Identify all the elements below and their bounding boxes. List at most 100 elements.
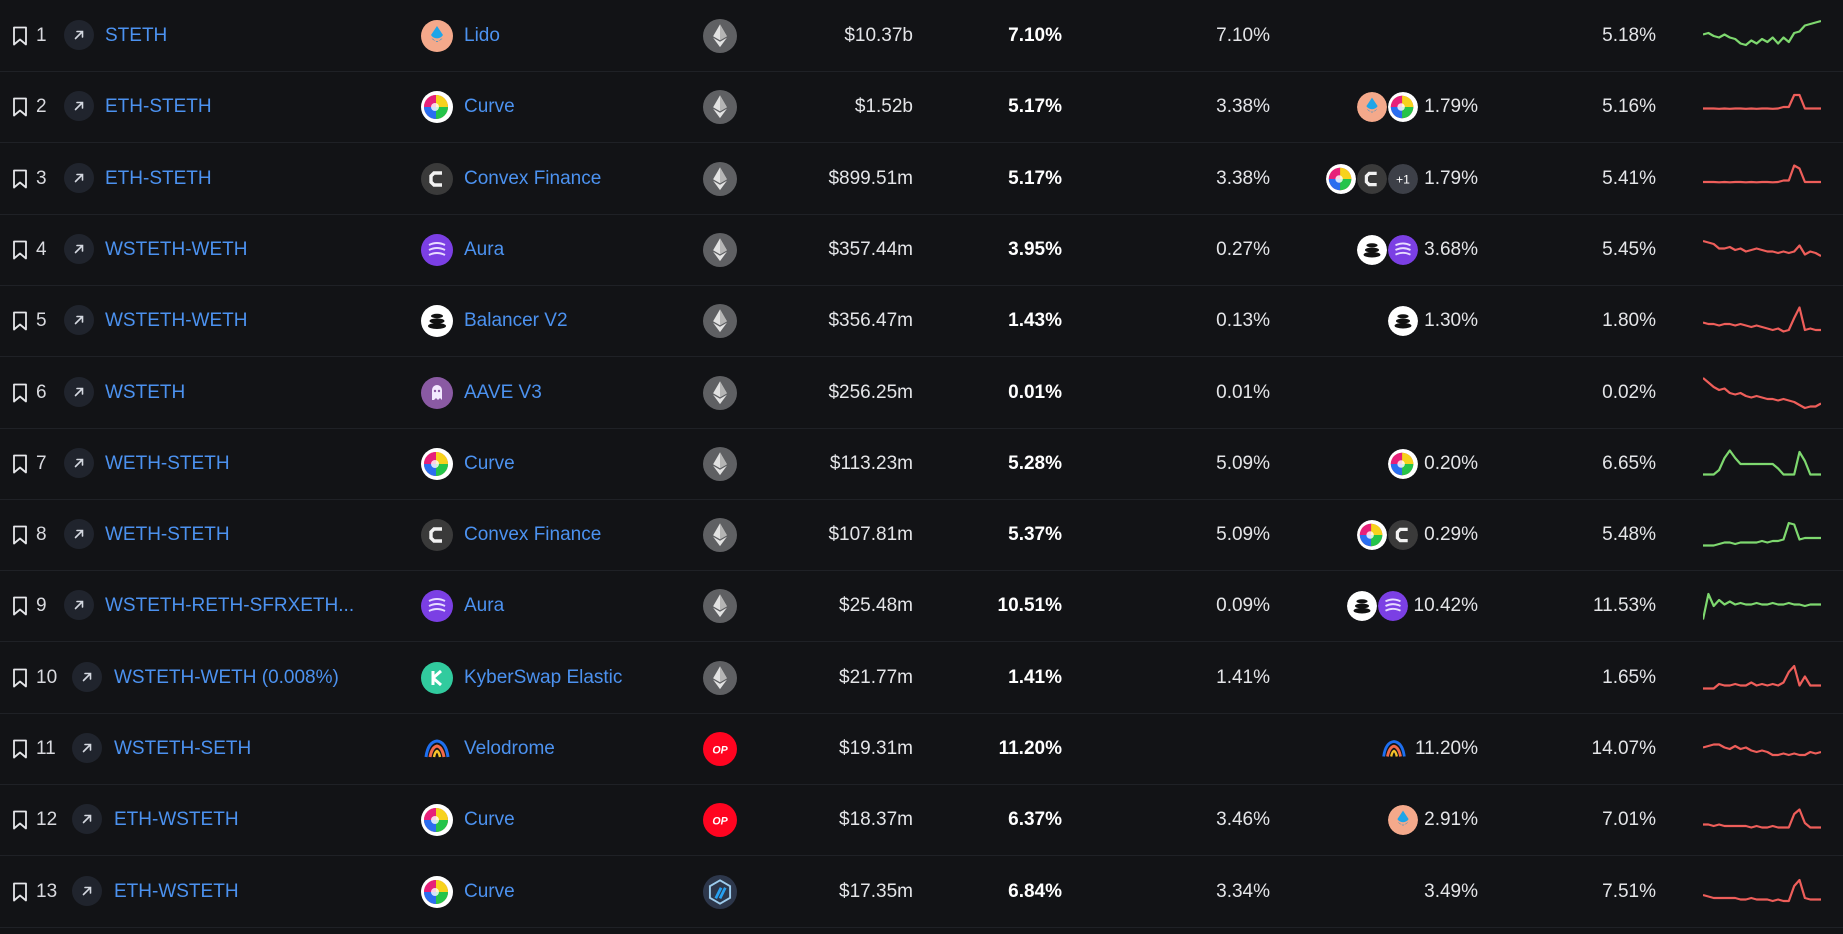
- pool-name-link[interactable]: WSTETH-RETH-SFRXETH...: [105, 594, 355, 616]
- external-link-icon[interactable]: [72, 804, 102, 834]
- base-apy-value: 3.38%: [1216, 95, 1270, 117]
- external-link-icon[interactable]: [64, 448, 94, 478]
- lido-icon: [1388, 804, 1419, 835]
- ethereum-chain-icon: [703, 0, 737, 71]
- table-row: 4 WSTETH-WETH Aura $357.44m 3.95% 0.27% 3.68% 5…: [0, 214, 1843, 286]
- reward-apy-cell: +1 1.79%: [1290, 143, 1478, 214]
- table-row: 11 WSTETH-SETH Velodrome OP $19.31m 11.20% 11.…: [0, 713, 1843, 785]
- apy-trend-sparkline: [1700, 428, 1824, 499]
- project-name-link[interactable]: Curve: [464, 95, 515, 117]
- bookmark-icon[interactable]: [10, 570, 30, 641]
- curve-icon: [1388, 91, 1419, 122]
- svg-text:OP: OP: [712, 815, 728, 827]
- bookmark-icon[interactable]: [10, 214, 30, 285]
- project-name-link[interactable]: Curve: [464, 808, 515, 830]
- external-link-icon[interactable]: [72, 876, 102, 906]
- bookmark-icon[interactable]: [10, 856, 30, 927]
- external-link-icon[interactable]: [64, 234, 94, 264]
- project-name-link[interactable]: Lido: [464, 24, 500, 46]
- project-name-link[interactable]: KyberSwap Elastic: [464, 666, 623, 688]
- curve-icon: [421, 428, 453, 499]
- project-name-link[interactable]: Curve: [464, 880, 515, 902]
- tvl-value: $17.35m: [839, 880, 913, 902]
- table-row: 8 WETH-STETH Convex Finance $107.81m 5.37% 5.…: [0, 499, 1843, 571]
- pool-name-link[interactable]: STETH: [105, 24, 168, 46]
- external-link-icon[interactable]: [64, 519, 94, 549]
- row-rank: 3: [36, 167, 47, 189]
- pool-name-link[interactable]: WSTETH-WETH: [105, 238, 248, 260]
- row-rank: 7: [36, 452, 47, 474]
- apy-value: 1.41%: [1008, 666, 1062, 688]
- svg-text:OP: OP: [712, 744, 728, 756]
- table-row: 13 ETH-WSTETH Curve $17.35m 6.84% 3.34% 3.49% 7…: [0, 856, 1843, 928]
- bookmark-icon[interactable]: [10, 0, 30, 71]
- pool-name-link[interactable]: ETH-STETH: [105, 167, 212, 189]
- pool-cell: ETH-WSTETH: [114, 856, 239, 927]
- reward-apy-value: 10.42%: [1413, 594, 1478, 616]
- pool-cell: STETH: [105, 0, 167, 71]
- base-apy-value: 0.01%: [1216, 381, 1270, 403]
- pool-name-link[interactable]: WETH-STETH: [105, 452, 230, 474]
- bookmark-icon[interactable]: [10, 713, 30, 784]
- project-name-link[interactable]: Convex Finance: [464, 523, 602, 545]
- bookmark-icon[interactable]: [10, 642, 30, 713]
- balancer-icon: [1388, 305, 1419, 336]
- reward-apy-value: 2.91%: [1424, 808, 1478, 830]
- pool-cell: WSTETH-WETH: [105, 214, 247, 285]
- table-row: 6 WSTETH AAVE V3 $256.25m 0.01% 0.01% 0.02%: [0, 357, 1843, 429]
- reward-apy-value: 1.79%: [1424, 95, 1478, 117]
- pool-cell: ETH-WSTETH: [114, 784, 239, 855]
- external-link-icon[interactable]: [72, 662, 102, 692]
- external-link-icon[interactable]: [64, 20, 94, 50]
- bookmark-icon[interactable]: [10, 71, 30, 142]
- project-name-link[interactable]: AAVE V3: [464, 381, 542, 403]
- pool-name-link[interactable]: WSTETH-WETH: [105, 309, 248, 331]
- bookmark-icon[interactable]: [10, 357, 30, 428]
- bookmark-icon[interactable]: [10, 499, 30, 570]
- bookmark-icon[interactable]: [10, 784, 30, 855]
- aura-icon: [1377, 590, 1408, 621]
- project-name-link[interactable]: Velodrome: [464, 737, 555, 759]
- mean-apy-value: 1.65%: [1602, 666, 1656, 688]
- external-link-icon[interactable]: [64, 163, 94, 193]
- pool-name-link[interactable]: WSTETH-SETH: [114, 737, 252, 759]
- external-link-icon[interactable]: [64, 590, 94, 620]
- external-link-icon[interactable]: [64, 305, 94, 335]
- reward-apy-cell: 11.20%: [1290, 713, 1478, 784]
- bookmark-icon[interactable]: [10, 285, 30, 356]
- pool-name-link[interactable]: WSTETH: [105, 381, 186, 403]
- reward-token-icons: [1387, 305, 1419, 336]
- pool-cell: WETH-STETH: [105, 499, 230, 570]
- ethereum-chain-icon: [703, 285, 737, 356]
- bookmark-icon[interactable]: [10, 428, 30, 499]
- external-link-icon[interactable]: [64, 377, 94, 407]
- table-row: 2 ETH-STETH Curve $1.52b 5.17% 3.38% 1.79% 5.16…: [0, 71, 1843, 143]
- table-row: 9 WSTETH-RETH-SFRXETH... Aura $25.48m 10.51%…: [0, 570, 1843, 642]
- pool-name-link[interactable]: WETH-STETH: [105, 523, 230, 545]
- external-link-icon[interactable]: [64, 91, 94, 121]
- row-rank: 4: [36, 238, 47, 260]
- pool-cell: ETH-STETH: [105, 143, 212, 214]
- tvl-value: $113.23m: [829, 452, 913, 474]
- project-name-link[interactable]: Aura: [464, 594, 505, 616]
- project-name-link[interactable]: Convex Finance: [464, 167, 602, 189]
- apy-trend-sparkline: [1700, 214, 1824, 285]
- pool-name-link[interactable]: ETH-WSTETH: [114, 880, 239, 902]
- tvl-value: $357.44m: [828, 238, 913, 260]
- pool-name-link[interactable]: ETH-STETH: [105, 95, 212, 117]
- pool-cell: WSTETH: [105, 357, 185, 428]
- tvl-value: $10.37b: [844, 24, 913, 46]
- pool-name-link[interactable]: ETH-WSTETH: [114, 808, 239, 830]
- pool-cell: WSTETH-RETH-SFRXETH...: [105, 570, 354, 641]
- project-name-link[interactable]: Balancer V2: [464, 309, 568, 331]
- external-link-icon[interactable]: [72, 733, 102, 763]
- pool-name-link[interactable]: WSTETH-WETH (0.008%): [114, 666, 339, 688]
- pool-cell: WSTETH-WETH (0.008%): [114, 642, 339, 713]
- tvl-value: $107.81m: [828, 523, 913, 545]
- kyber-icon: [421, 642, 453, 713]
- project-name-link[interactable]: Aura: [464, 238, 505, 260]
- bookmark-icon[interactable]: [10, 143, 30, 214]
- tvl-value: $899.51m: [828, 167, 913, 189]
- reward-token-icons: [1346, 590, 1408, 621]
- project-name-link[interactable]: Curve: [464, 452, 515, 474]
